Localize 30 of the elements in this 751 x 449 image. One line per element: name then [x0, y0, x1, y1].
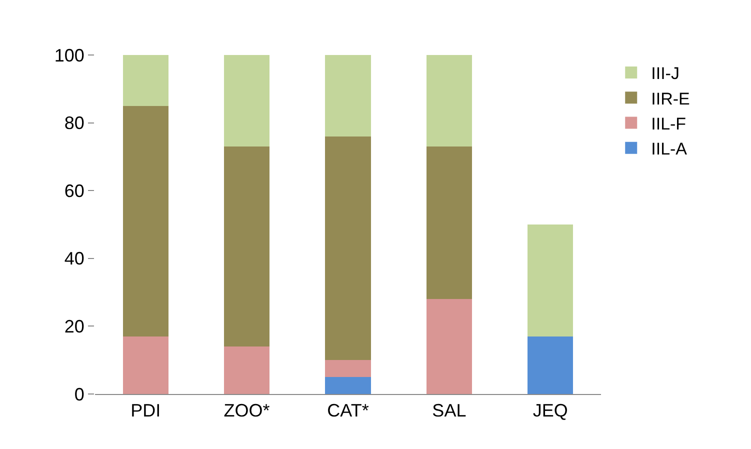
- bar: [122, 336, 168, 394]
- x-tick-label: CAT*: [327, 400, 369, 421]
- bar: [528, 336, 574, 394]
- bar: [224, 346, 270, 394]
- bar: [325, 136, 371, 360]
- bar: [426, 299, 472, 394]
- bar: [325, 377, 371, 394]
- x-tick-label: ZOO*: [224, 400, 270, 421]
- y-tick-label: 100: [54, 45, 84, 66]
- bar: [426, 55, 472, 147]
- x-tick-label: SAL: [432, 400, 466, 421]
- x-tick-label: JEQ: [532, 400, 568, 421]
- y-tick-label: 0: [74, 384, 84, 404]
- bar: [426, 146, 472, 300]
- legend-label: III-J: [651, 64, 680, 84]
- bar: [528, 224, 574, 336]
- bar: [224, 55, 270, 147]
- bar: [122, 106, 168, 336]
- legend-label: IIL-A: [651, 139, 688, 158]
- y-tick-label: 60: [64, 180, 84, 201]
- bar: [325, 55, 371, 136]
- y-tick-label: 80: [64, 113, 84, 134]
- y-tick-label: 40: [64, 248, 84, 269]
- legend-label: IIL-F: [651, 114, 686, 134]
- bar: [224, 146, 270, 347]
- bar: [325, 360, 371, 378]
- bar: [122, 55, 168, 106]
- legend-label: IIR-E: [651, 89, 690, 108]
- y-tick-label: 20: [64, 316, 84, 336]
- x-tick-label: PDI: [130, 400, 161, 421]
